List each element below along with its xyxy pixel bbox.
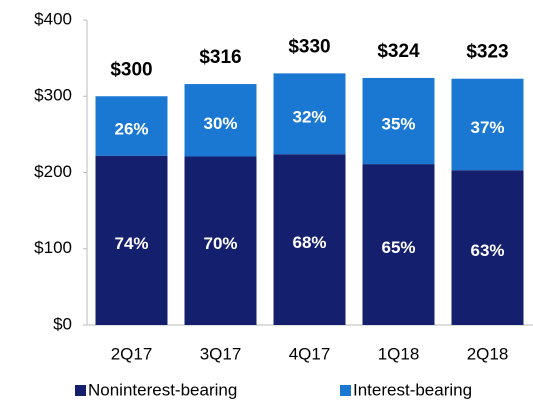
y-tick-label: $0 [53,314,72,333]
bar-segment [362,77,435,165]
y-tick-label: $400 [34,9,72,28]
y-tick-label: $200 [34,162,72,181]
bar-segment [273,154,346,325]
share-label: 68% [292,233,326,252]
y-tick-label: $300 [34,86,72,105]
share-label: 74% [114,234,148,253]
total-label: $323 [466,42,508,63]
bar-segment [451,170,524,325]
legend-swatch [75,385,86,396]
bar-segment [184,156,257,325]
bar-segment [451,78,524,171]
bar-segment [362,164,435,325]
bar-segment [184,84,257,157]
bar-segment [273,73,346,155]
legend-swatch [340,385,351,396]
total-label: $330 [288,36,330,57]
x-tick-label: 2Q18 [467,344,509,363]
total-label: $324 [377,41,420,62]
share-label: 35% [381,115,415,134]
total-label: $316 [199,47,241,68]
share-label: 30% [203,114,237,133]
x-tick-label: 4Q17 [289,344,331,363]
share-label: 32% [292,107,326,126]
share-label: 70% [203,234,237,253]
bar-segment [95,96,168,156]
x-tick-label: 2Q17 [111,344,153,363]
share-label: 65% [381,238,415,257]
legend-label: Noninterest-bearing [88,380,237,399]
legend-label: Interest-bearing [353,380,472,399]
share-label: 63% [470,241,504,260]
x-tick-label: 3Q17 [200,344,242,363]
share-label: 37% [470,118,504,137]
x-tick-label: 1Q18 [378,344,420,363]
y-tick-label: $100 [34,238,72,257]
share-label: 26% [114,119,148,138]
bar-segment [95,155,168,325]
total-label: $300 [110,59,152,80]
